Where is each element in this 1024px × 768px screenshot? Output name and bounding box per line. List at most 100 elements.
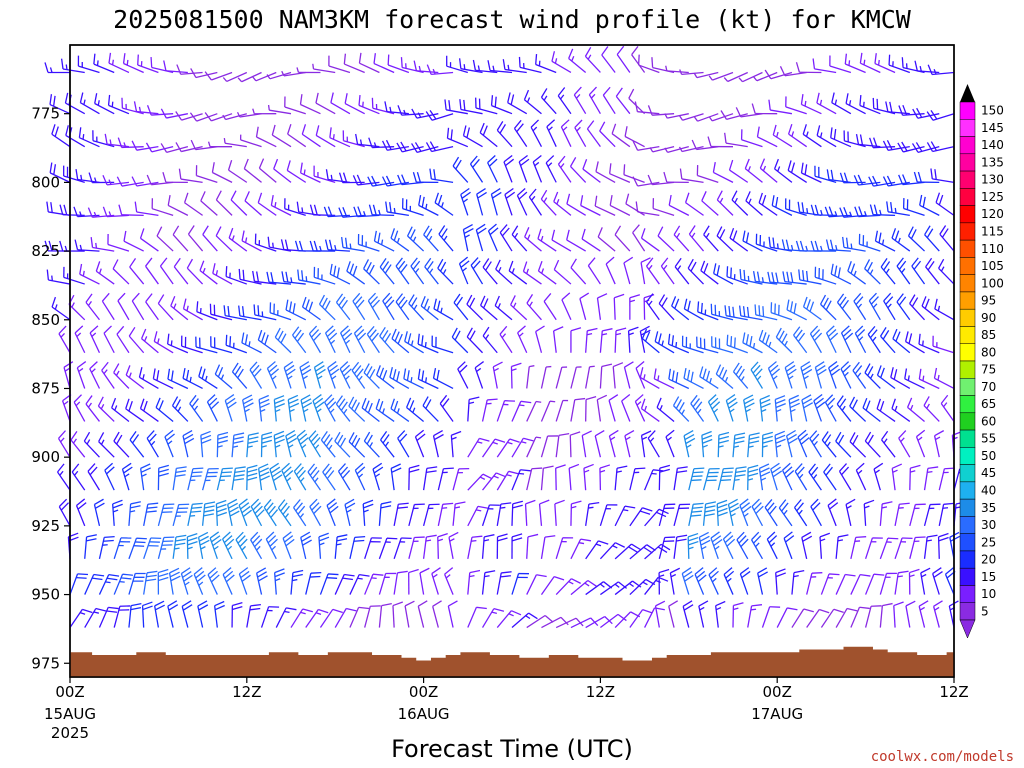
wind-barb: [614, 543, 641, 560]
wind-barb: [541, 616, 569, 629]
wind-barb: [157, 294, 174, 321]
wind-barb: [658, 294, 675, 321]
wind-barb: [225, 266, 248, 285]
wind-barb: [585, 540, 609, 560]
wind-barb: [923, 534, 938, 559]
wind-barb: [160, 143, 189, 153]
wind-barb: [800, 361, 813, 389]
wind-barb: [926, 141, 955, 153]
wind-barb: [324, 394, 337, 422]
colorbar-label: 90: [981, 311, 996, 325]
wind-barb: [557, 155, 572, 183]
wind-barb: [190, 68, 218, 79]
wind-barb: [408, 568, 419, 595]
wind-barb: [362, 499, 374, 526]
wind-barb: [334, 607, 357, 628]
wind-barb: [281, 271, 306, 285]
wind-barb: [753, 71, 778, 82]
wind-barb: [745, 191, 763, 216]
wind-barb: [79, 92, 100, 115]
wind-barb: [927, 64, 955, 76]
wind-barb: [215, 499, 227, 526]
wind-barb: [429, 168, 454, 184]
colorbar-label: 105: [981, 259, 1004, 273]
wind-barb: [850, 536, 867, 559]
wind-barb: [624, 126, 645, 148]
wind-barb: [189, 394, 204, 422]
wind-barb: [102, 206, 129, 218]
wind-barb: [594, 195, 616, 216]
wind-barb: [180, 335, 203, 354]
wind-barb: [583, 463, 594, 491]
wind-barb: [511, 437, 534, 458]
wind-barb: [103, 325, 115, 354]
colorbar-swatch: [959, 257, 976, 275]
wind-barb: [897, 141, 925, 153]
y-tick-label: 900: [31, 448, 60, 466]
wind-barb: [71, 463, 86, 491]
wind-barb: [535, 54, 557, 74]
wind-barb: [921, 296, 940, 321]
wind-barb: [139, 463, 151, 491]
wind-barb: [117, 137, 144, 149]
colorbar-label: 15: [981, 570, 996, 584]
wind-barb: [481, 570, 496, 595]
wind-barb: [632, 224, 646, 252]
wind-barb: [274, 568, 285, 595]
wind-barb: [257, 463, 271, 491]
wind-barb: [499, 224, 513, 252]
wind-barb: [431, 335, 454, 354]
wind-barb: [209, 303, 233, 321]
wind-barb: [847, 261, 866, 285]
wind-barb: [180, 567, 193, 595]
wind-barb: [503, 154, 515, 183]
wind-barb: [654, 331, 675, 354]
wind-barb: [918, 333, 940, 354]
wind-barb: [693, 113, 719, 122]
wind-barb: [246, 432, 259, 458]
wind-barb: [869, 137, 896, 149]
wind-barb: [814, 266, 837, 285]
wind-barb: [414, 429, 426, 458]
wind-barb: [771, 195, 793, 216]
wind-barb: [896, 293, 911, 321]
wind-barb: [146, 105, 174, 116]
wind-barb: [457, 361, 469, 389]
x-tick-label: 00Z: [409, 683, 438, 701]
wind-barb: [448, 531, 459, 559]
wind-barb: [335, 293, 351, 321]
wind-barb: [585, 365, 595, 389]
wind-barb: [820, 608, 844, 628]
wind-barb: [172, 534, 187, 559]
wind-barb: [496, 502, 512, 526]
wind-barb: [511, 612, 538, 629]
wind-barb: [858, 233, 881, 252]
wind-barb: [92, 130, 115, 148]
wind-barb: [334, 534, 348, 559]
wind-barb: [540, 400, 556, 422]
wind-barb: [701, 430, 713, 458]
wind-barb: [293, 499, 307, 527]
wind-barb: [561, 292, 572, 321]
wind-barb: [526, 467, 543, 491]
wind-barb: [469, 155, 484, 183]
wind-barb: [238, 268, 262, 285]
wind-barb: [366, 325, 380, 354]
wind-barb: [938, 467, 955, 491]
wind-barb: [196, 301, 218, 321]
wind-barb: [156, 226, 174, 252]
wind-barb: [909, 294, 926, 321]
wind-barb: [214, 364, 233, 389]
y-tick-label: 975: [31, 654, 60, 672]
wind-barb: [569, 157, 587, 183]
wind-barb: [113, 573, 133, 595]
wind-barb: [393, 537, 412, 560]
x-tick-label: 12Z: [586, 683, 615, 701]
wind-barb: [898, 104, 925, 116]
wind-barb: [808, 463, 822, 491]
wind-barb: [647, 105, 675, 116]
wind-barb: [44, 62, 70, 74]
wind-barb: [715, 600, 726, 628]
wind-barb: [296, 67, 321, 74]
wind-barb: [939, 225, 955, 252]
